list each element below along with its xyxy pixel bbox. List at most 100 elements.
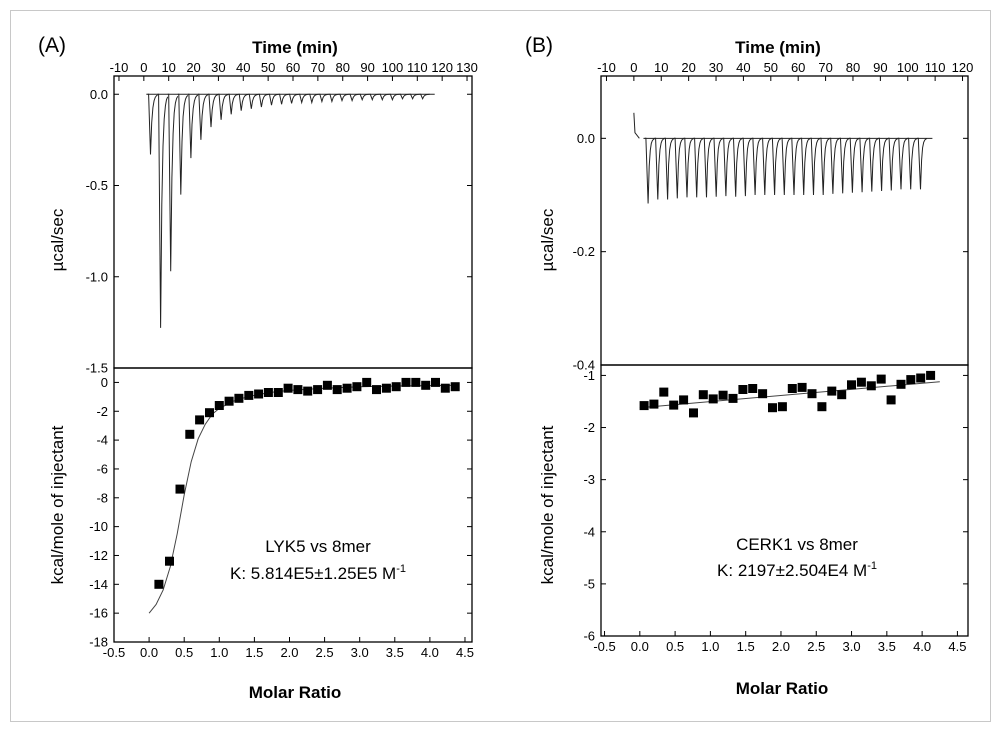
panel-b-top-xtick-label: 90 — [873, 60, 887, 75]
panel-a-annotation-k: K: 5.814E5±1.25E5 M-1 — [230, 563, 406, 583]
panel-b-top-xtick-label: 110 — [925, 60, 946, 75]
panel-a-bottom-xtick-label: 0.0 — [140, 645, 158, 660]
panel-b-top-ytick-label: -0.4 — [573, 358, 595, 373]
panel-a-top-injection-peak — [157, 93, 169, 328]
panel-a-bottom-data-point — [303, 386, 313, 396]
panel-a-top-injection-peak — [308, 93, 319, 105]
panel-a-bottom-ytick-label: -12 — [89, 548, 108, 563]
panel-a-bottom-data-point — [244, 390, 254, 400]
panel-a-bottom-frame — [113, 367, 473, 643]
panel-b-bottom-xtick-label: 1.5 — [737, 639, 755, 654]
panel-b-top-xtick-label: 100 — [897, 60, 919, 75]
panel-b-bottom-data-point — [807, 389, 817, 399]
panel-b-top-ytick-label: -0.2 — [573, 244, 595, 259]
panel-b-bottom-ytick-label: -2 — [583, 420, 595, 435]
panel-a-bottom-xtick-label: 0.5 — [175, 645, 193, 660]
panel-a-top-injection-peak — [288, 93, 299, 104]
panel-b-top-injection-peak — [771, 137, 782, 196]
panel-b-annotation-title: CERK1 vs 8mer — [736, 535, 858, 554]
panel-b-bottom-data-point — [698, 390, 708, 400]
panel-b-bottom-xtick-label: 2.5 — [807, 639, 825, 654]
panel-b-bottom-data-point — [679, 395, 689, 405]
panel-a-top-xtick-label: 50 — [261, 60, 275, 75]
panel-b-time-axis-title: Time (min) — [735, 38, 821, 57]
panel-b-top-xtick-label: 120 — [952, 60, 974, 75]
panel-a-time-axis-title: Time (min) — [252, 38, 338, 57]
panel-a-top-xtick-label: -10 — [110, 60, 129, 75]
panel-b-top-injection-peak — [888, 137, 898, 191]
panel-b-top-xtick-label: 10 — [654, 60, 668, 75]
panel-a-top-xtick-label: 40 — [236, 60, 250, 75]
panel-b-bottom-data-point — [916, 373, 926, 383]
panel-b-top-injection-peak — [839, 137, 850, 194]
panel-a-top-ytick-label: -1.5 — [86, 361, 108, 376]
panel-b-top-injection-peak — [917, 137, 928, 190]
panel-b-bottom-data-point — [886, 395, 896, 405]
panel-a-top-xtick-label: 10 — [161, 60, 175, 75]
panel-b-top-xtick-label: 0 — [630, 60, 637, 75]
panel-a-bottom-data-point — [450, 382, 460, 392]
panel-a-bottom-data-point — [381, 383, 391, 393]
panel-b-bottom-data-point — [728, 393, 738, 403]
panel-b-bottom-data-point — [669, 400, 679, 410]
panel-a-label: (A) — [38, 34, 66, 57]
panel-a-top-xtick-label: 100 — [382, 60, 404, 75]
panel-b-bottom-data-point — [689, 408, 698, 418]
panel-b-bottom-ytick-label: -5 — [583, 576, 595, 591]
panel-a-bottom-ytick-label: -8 — [96, 490, 108, 505]
panel-b-top-injection-peak — [683, 137, 694, 198]
panel-b-bottom-data-point — [758, 389, 768, 399]
panel-a-bottom-xtick-label: 1.5 — [245, 645, 263, 660]
panel-b-top-xtick-label: 40 — [736, 60, 750, 75]
panel-b-bottom-data-point — [926, 370, 936, 380]
panel-a-bottom-ytick-label: -14 — [89, 577, 108, 592]
panel-a-top-xtick-label: 120 — [431, 60, 453, 75]
panel-a-top-injection-peak — [329, 93, 340, 104]
panel-b-bottom-ytick-label: -1 — [583, 368, 595, 383]
panel-a-bottom-ytick-label: -2 — [96, 404, 108, 419]
panel-b-bottom-data-point — [718, 390, 728, 400]
panel-b-bottom-ytick-label: -4 — [583, 524, 595, 539]
panel-a-top-injection-peak — [318, 93, 330, 104]
panel-a-top-injection-peak — [228, 93, 239, 115]
panel-a-ucal-axis-title: µcal/sec — [48, 208, 67, 271]
panel-b-ucal-axis-title: µcal/sec — [538, 208, 557, 271]
panel-b-bottom-data-point — [817, 402, 827, 412]
panel-a-top-xtick-label: 110 — [407, 60, 428, 75]
panel-a-annotation-title: LYK5 vs 8mer — [265, 537, 371, 556]
panel-a-top-injection-peak — [399, 93, 410, 100]
panel-b-bottom-data-point — [837, 390, 847, 400]
panel-a-bottom-data-point — [391, 382, 401, 392]
panel-a-bottom-data-point — [165, 556, 174, 566]
panel-a-top-injection-peak — [369, 93, 380, 102]
panel-a-bottom-data-point — [322, 380, 332, 390]
panel-a-bottom-xtick-label: 4.0 — [421, 645, 439, 660]
panel-a-top-injection-peak — [419, 93, 430, 100]
panel-b-bottom-data-point — [856, 377, 866, 387]
panel-a-bottom-data-point — [283, 383, 293, 393]
figure-frame — [10, 10, 991, 722]
panel-b-bottom-data-point — [876, 374, 886, 384]
panel-a-bottom-xtick-label: -0.5 — [103, 645, 125, 660]
panel-b-bottom-data-point — [639, 401, 649, 411]
panel-a-bottom-data-point — [431, 377, 440, 387]
panel-a-bottom-data-point — [421, 380, 431, 390]
panel-b-top-injection-peak — [829, 137, 840, 194]
panel-a-top-xtick-label: 70 — [311, 60, 325, 75]
panel-a-kcal-axis-title: kcal/mole of injectant — [48, 425, 67, 584]
panel-b-bottom-data-point — [797, 382, 807, 392]
panel-a-top-xtick-label: 30 — [211, 60, 225, 75]
panel-b-molar-axis-title: Molar Ratio — [736, 679, 829, 698]
panel-a-top-injection-peak — [147, 93, 158, 155]
panel-a-bottom-xtick-label: 2.0 — [280, 645, 298, 660]
panel-b-top-injection-peak — [849, 137, 859, 193]
panel-a-top-ytick-label: -0.5 — [86, 178, 108, 193]
panel-a-bottom-xtick-label: 3.0 — [351, 645, 369, 660]
panel-a-top-injection-peak — [349, 93, 360, 103]
panel-b-top-injection-peak — [722, 137, 733, 197]
panel-b-bottom-data-point — [777, 402, 787, 412]
panel-b-bottom-ytick-label: -3 — [583, 472, 595, 487]
panel-a-top-injection-peak — [208, 93, 219, 128]
panel-a-top-xtick-label: 60 — [286, 60, 300, 75]
panel-b-top-injection-peak — [712, 137, 723, 197]
